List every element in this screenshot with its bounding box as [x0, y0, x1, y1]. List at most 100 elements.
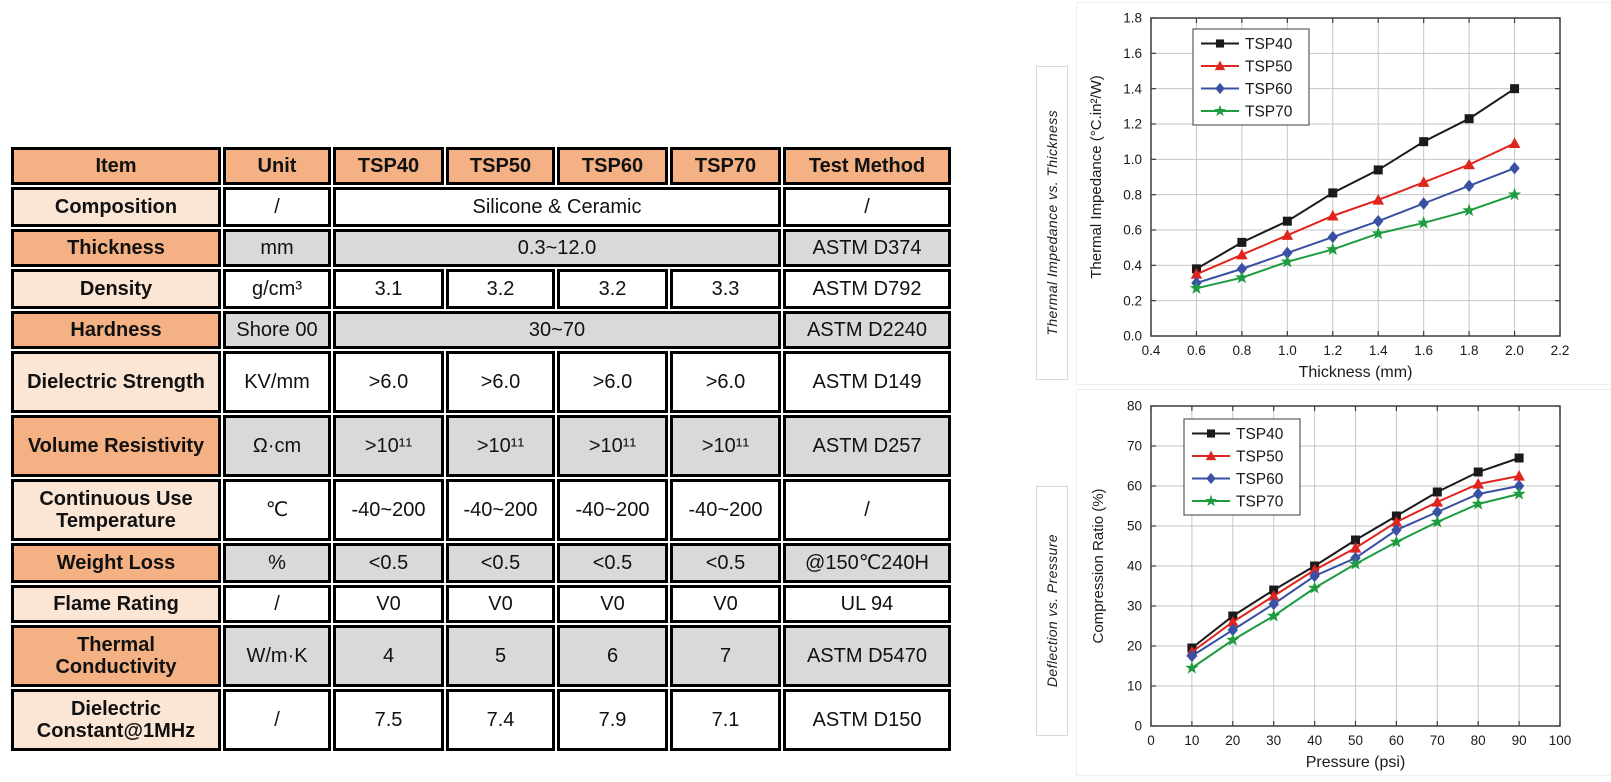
table-row: Composition / Silicone & Ceramic /: [11, 187, 951, 227]
unit-cell: mm: [223, 229, 331, 267]
svg-text:0.8: 0.8: [1123, 187, 1142, 202]
col-header-item: Item: [11, 147, 221, 185]
svg-text:1.4: 1.4: [1123, 81, 1142, 96]
value-cell: <0.5: [446, 543, 555, 583]
value-cell: 5: [446, 625, 555, 687]
value-cell: V0: [446, 585, 555, 623]
unit-cell: ℃: [223, 479, 331, 541]
legend-label-TSP60: TSP60: [1236, 471, 1284, 488]
svg-text:40: 40: [1127, 559, 1142, 574]
test-method-cell: ASTM D792: [783, 269, 951, 309]
value-cell: V0: [557, 585, 668, 623]
value-cell: -40~200: [333, 479, 444, 541]
svg-text:50: 50: [1348, 733, 1363, 748]
svg-text:10: 10: [1184, 733, 1199, 748]
value-cell: 30~70: [333, 311, 781, 349]
svg-text:0: 0: [1147, 733, 1155, 748]
table-row: Dielectric Strength KV/mm >6.0 >6.0 >6.0 >6.0…: [11, 351, 951, 413]
svg-text:10: 10: [1127, 679, 1142, 694]
col-header-test-method: Test Method: [783, 147, 951, 185]
chart1-side-title-text: Thermal Impedance vs. Thickness: [1044, 110, 1060, 336]
value-cell: >6.0: [333, 351, 444, 413]
x-axis-label: Thickness (mm): [1299, 364, 1413, 381]
row-label: Volume Resistivity: [11, 415, 221, 477]
table-row: Thermal Conductivity W/m·K 4 5 6 7 ASTM D5470: [11, 625, 951, 687]
svg-text:80: 80: [1471, 733, 1486, 748]
svg-text:0.0: 0.0: [1123, 329, 1142, 344]
x-axis-label: Pressure (psi): [1306, 754, 1406, 771]
value-cell: >6.0: [670, 351, 781, 413]
row-label: Thermal Conductivity: [11, 625, 221, 687]
table-row: Flame Rating / V0 V0 V0 V0 UL 94: [11, 585, 951, 623]
svg-text:1.6: 1.6: [1414, 343, 1433, 358]
col-header-tsp40: TSP40: [333, 147, 444, 185]
svg-text:0.8: 0.8: [1232, 343, 1251, 358]
row-label: Density: [11, 269, 221, 309]
test-method-cell: ASTM D2240: [783, 311, 951, 349]
series-TSP70: [1185, 487, 1526, 674]
test-method-cell: ASTM D374: [783, 229, 951, 267]
value-cell: >10¹¹: [446, 415, 555, 477]
svg-text:1.8: 1.8: [1123, 11, 1142, 26]
row-label: Flame Rating: [11, 585, 221, 623]
value-cell: 0.3~12.0: [333, 229, 781, 267]
value-cell: V0: [670, 585, 781, 623]
table-row: Weight Loss% <0.5 <0.5 <0.5 <0.5 @150℃240H: [11, 543, 951, 583]
legend-label-TSP70: TSP70: [1245, 103, 1293, 120]
tick-labels: 0 10 20 30 40 50 60 70 80 90 100 0 10 20 30 40 50 60 70 80: [1127, 399, 1571, 748]
svg-text:1.0: 1.0: [1278, 343, 1297, 358]
legend-label-TSP70: TSP70: [1236, 493, 1284, 510]
svg-text:0.4: 0.4: [1142, 343, 1161, 358]
value-cell: 7.1: [670, 689, 781, 751]
table-row: Continuous Use Temperature ℃ -40~200 -40~20…: [11, 479, 951, 541]
table-row: Dielectric Constant@1MHz/7.5 7.4 7.9 7.1 AST…: [11, 689, 951, 751]
value-cell: 4: [333, 625, 444, 687]
col-header-tsp60: TSP60: [557, 147, 668, 185]
y-axis-label: Thermal Impedance (°C.in²/W): [1088, 75, 1105, 279]
chart2-side-title-text: Deflection vs. Pressure: [1044, 534, 1060, 688]
y-axis-label: Compression Ratio (%): [1090, 488, 1107, 643]
unit-cell: /: [223, 585, 331, 623]
svg-text:20: 20: [1127, 639, 1142, 654]
row-label: Thickness: [11, 229, 221, 267]
svg-text:1.0: 1.0: [1123, 152, 1142, 167]
test-method-cell: ASTM D257: [783, 415, 951, 477]
table-row: Thickness mm 0.3~12.0 ASTM D374: [11, 229, 951, 267]
svg-text:50: 50: [1127, 519, 1142, 534]
value-cell: <0.5: [557, 543, 668, 583]
table-row: Density g/cm³ 3.1 3.2 3.2 3.3 ASTM D792: [11, 269, 951, 309]
test-method-cell: ASTM D149: [783, 351, 951, 413]
svg-text:30: 30: [1266, 733, 1281, 748]
value-cell: 7.4: [446, 689, 555, 751]
col-header-unit: Unit: [223, 147, 331, 185]
value-cell: >10¹¹: [333, 415, 444, 477]
test-method-cell: ASTM D5470: [783, 625, 951, 687]
table-row: Volume Resistivity Ω·cm >10¹¹ >10¹¹ >10¹¹ >10…: [11, 415, 951, 477]
value-cell: 3.2: [557, 269, 668, 309]
svg-text:80: 80: [1127, 399, 1142, 414]
svg-text:1.8: 1.8: [1460, 343, 1479, 358]
svg-text:2.2: 2.2: [1551, 343, 1570, 358]
value-cell: >10¹¹: [670, 415, 781, 477]
series-TSP50: [1190, 137, 1521, 279]
svg-text:60: 60: [1127, 479, 1142, 494]
legend: TSP40 TSP50 TSP60 TSP70: [1183, 418, 1301, 516]
row-label: Composition: [11, 187, 221, 227]
test-method-cell: /: [783, 479, 951, 541]
svg-text:60: 60: [1389, 733, 1404, 748]
svg-text:1.6: 1.6: [1123, 46, 1142, 61]
value-cell: >6.0: [557, 351, 668, 413]
table-row: Hardness Shore 00 30~70 ASTM D2240: [11, 311, 951, 349]
unit-cell: /: [223, 187, 331, 227]
legend-label-TSP40: TSP40: [1245, 36, 1293, 53]
unit-cell: W/m·K: [223, 625, 331, 687]
row-label: Hardness: [11, 311, 221, 349]
legend-label-TSP50: TSP50: [1236, 448, 1284, 465]
test-method-cell: /: [783, 187, 951, 227]
value-cell: 6: [557, 625, 668, 687]
svg-text:30: 30: [1127, 599, 1142, 614]
legend-label-TSP40: TSP40: [1236, 426, 1284, 443]
svg-text:0.6: 0.6: [1123, 223, 1142, 238]
legend-label-TSP50: TSP50: [1245, 58, 1293, 75]
